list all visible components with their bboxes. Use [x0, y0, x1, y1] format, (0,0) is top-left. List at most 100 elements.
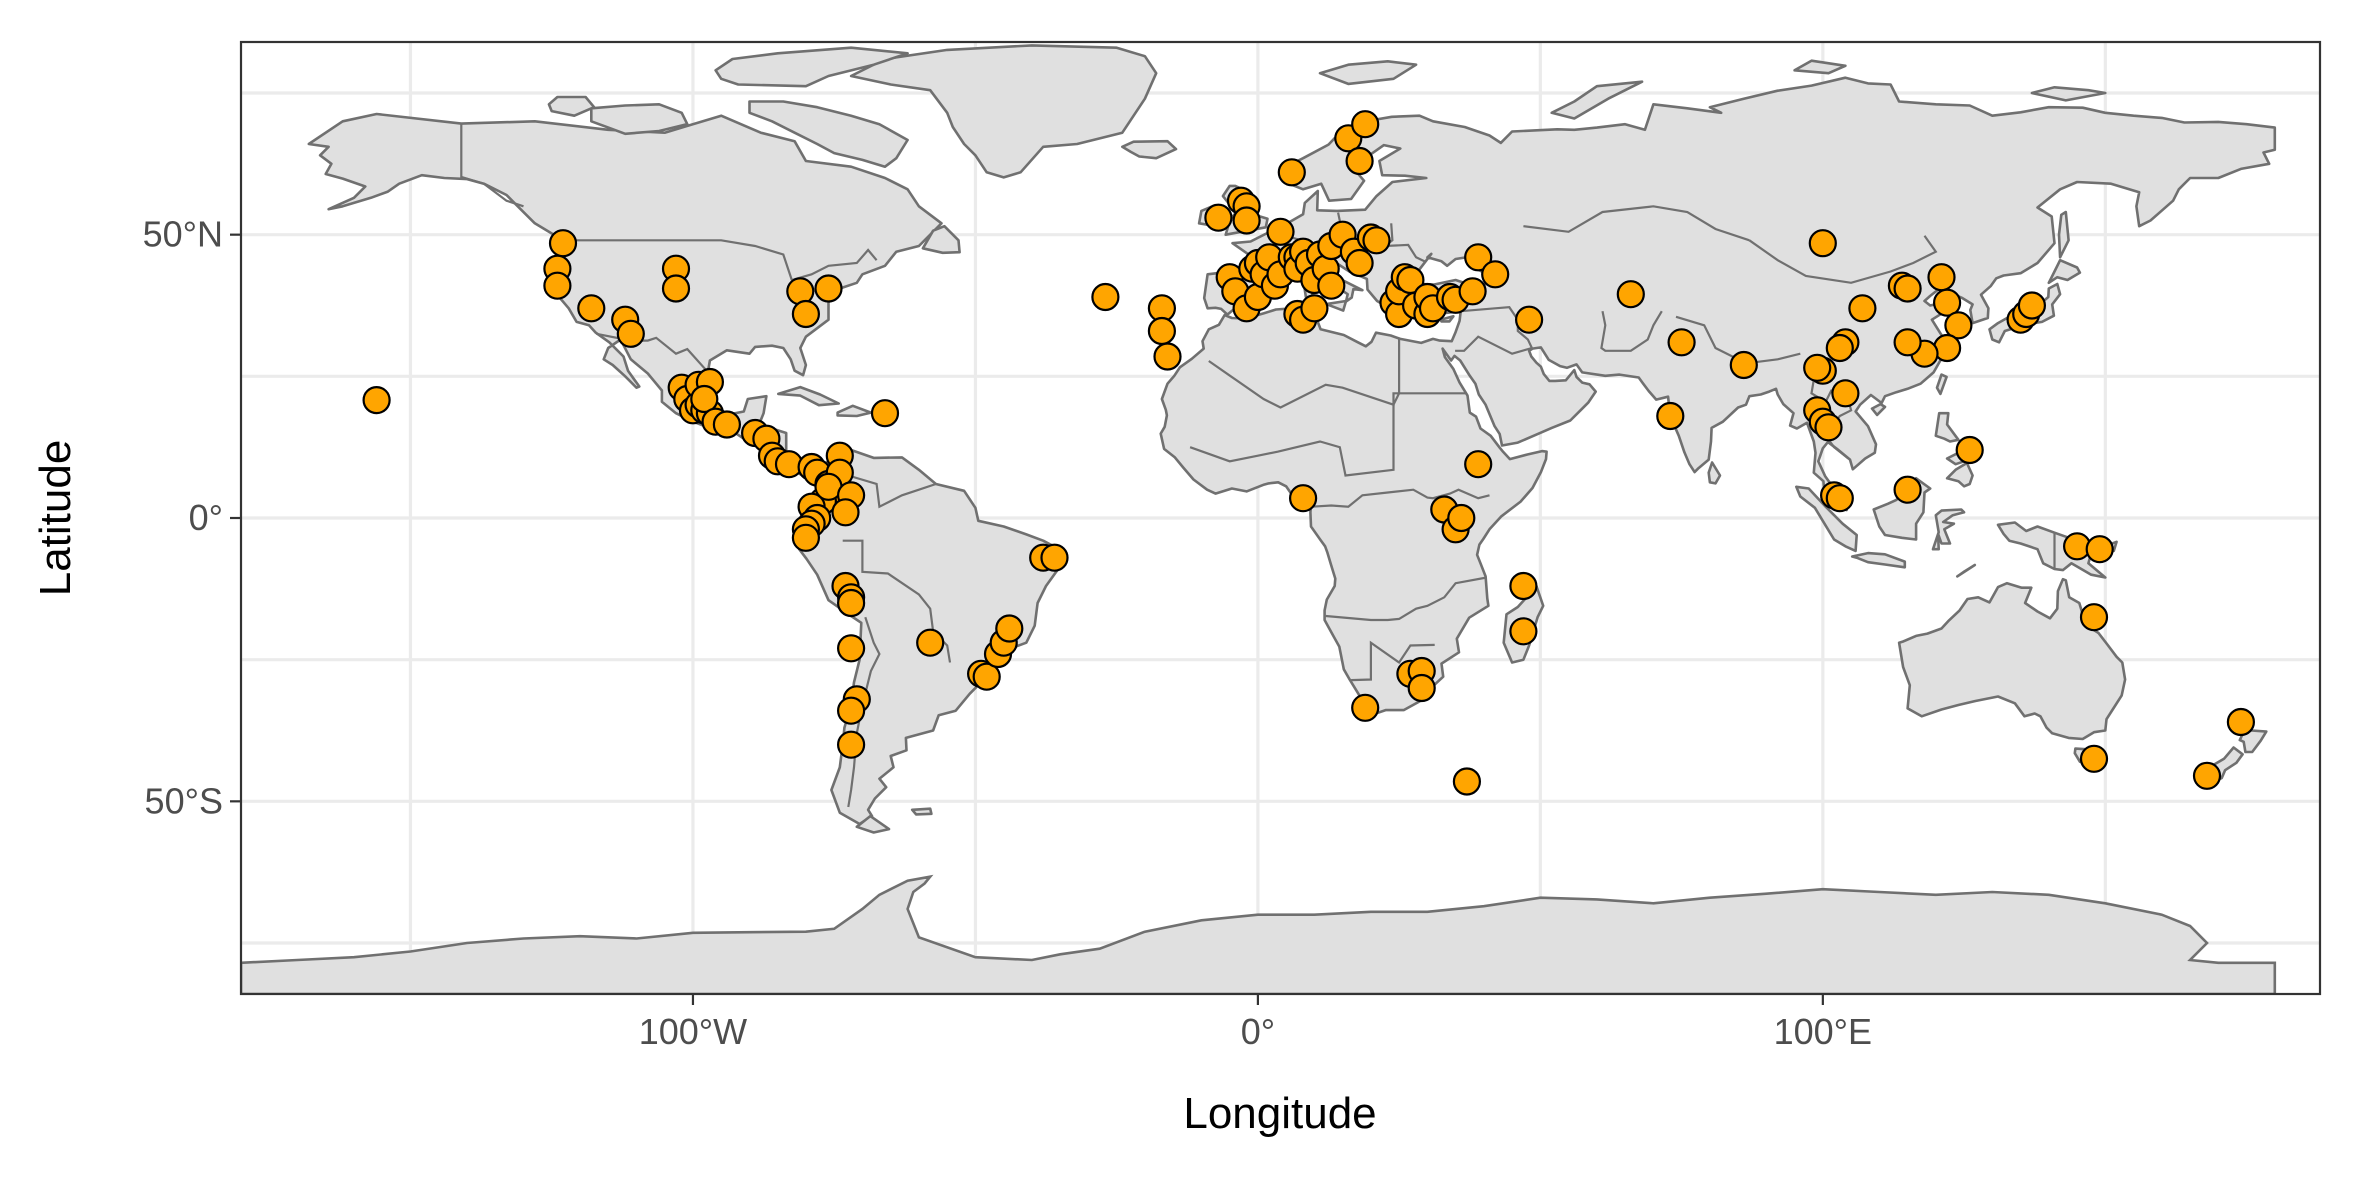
sample-point — [1288, 484, 1318, 513]
sample-point — [1616, 280, 1645, 309]
landmass-sakhalin — [2057, 210, 2070, 259]
sample-point — [1803, 353, 1832, 382]
sample-point — [1514, 305, 1544, 334]
sample-point — [1407, 673, 1436, 703]
landmass-novaya-zemlya — [1550, 80, 1644, 120]
landmass-tierra-del-fuego — [855, 814, 891, 834]
sample-point — [1656, 401, 1685, 431]
sample-point — [1464, 450, 1493, 479]
sample-point — [1300, 294, 1329, 323]
sample-point — [1509, 617, 1538, 646]
sample-point — [1458, 277, 1487, 306]
sample-point — [1345, 146, 1374, 176]
x-axis-title: Longitude — [1183, 1089, 1376, 1138]
border-south-africa — [1351, 640, 1435, 682]
sample-point — [1481, 260, 1510, 289]
sample-point — [1825, 333, 1854, 363]
sample-point — [1893, 328, 1922, 357]
sample-point — [1204, 203, 1233, 232]
sample-point — [1667, 328, 1696, 357]
sample-point — [1040, 543, 1069, 572]
sample-point — [2017, 291, 2047, 320]
sample-point — [548, 229, 578, 258]
y-tick-label: 50°N — [143, 214, 223, 255]
sample-point — [1893, 274, 1922, 303]
sample-point — [1927, 263, 1956, 292]
sample-point — [2192, 761, 2222, 790]
sample-point — [1464, 243, 1493, 272]
y-axis-title: Latitude — [31, 440, 80, 597]
border-middle-east — [1455, 306, 1534, 355]
landmass-iceland — [1121, 139, 1178, 160]
border-us-canada — [563, 239, 878, 282]
landmass-new-guinea — [1996, 521, 2107, 579]
sample-point — [972, 662, 1001, 691]
sample-point — [690, 384, 719, 414]
landmass-svalbard — [1318, 60, 1418, 86]
landmass-java — [1850, 551, 1907, 569]
sample-point — [362, 386, 391, 415]
sample-point — [1147, 316, 1177, 346]
sample-point — [1447, 503, 1476, 533]
landmass-taiwan — [1935, 373, 1948, 396]
sample-point — [1932, 288, 1962, 317]
sample-point — [1893, 475, 1922, 504]
landmass-baffin-island — [748, 100, 909, 168]
landmass-sulawesi — [1931, 508, 1966, 551]
x-tick-label: 100°E — [1774, 1011, 1872, 1052]
sample-point — [543, 271, 572, 300]
sample-point — [2079, 603, 2109, 632]
sample-point — [577, 294, 606, 323]
sample-point — [1362, 226, 1391, 255]
sample-point — [1345, 248, 1374, 278]
landmass-banks-island — [547, 95, 596, 117]
sample-point — [712, 410, 742, 439]
sample-point — [1808, 229, 1837, 258]
sample-point — [1955, 435, 1984, 465]
landmass-luzon — [1934, 411, 1960, 443]
sample-point — [1317, 271, 1346, 300]
y-axis: 50°N 0° 50°S — [143, 214, 241, 821]
landmass-falklands — [910, 807, 933, 816]
landmass-antarctica — [241, 874, 2277, 994]
sample-point — [2085, 535, 2114, 564]
landmass-sicily — [1326, 299, 1348, 312]
sample-point — [2079, 744, 2109, 773]
x-tick-label: 100°W — [639, 1011, 747, 1052]
sample-point — [1266, 217, 1295, 246]
sample-point — [1509, 571, 1538, 601]
border-china-mongolia — [1748, 235, 1938, 284]
border-southern-africa — [1325, 576, 1487, 622]
landmass-ellesmere-island — [714, 46, 909, 88]
landmass-hispaniola — [836, 404, 873, 418]
sample-point — [1729, 350, 1758, 380]
sample-point — [870, 399, 900, 428]
border-iran-afghan — [1600, 310, 1663, 352]
landmass-victoria-island — [590, 103, 689, 136]
sample-point — [836, 588, 866, 618]
sample-point — [995, 614, 1024, 643]
landmass-australia — [1897, 577, 2127, 741]
sample-point — [916, 628, 945, 657]
border-russia-kazakhstan — [1523, 205, 1750, 242]
sample-point — [661, 274, 691, 303]
border-europe-east — [1381, 223, 1427, 263]
sample-point — [814, 274, 843, 303]
sample-point — [791, 523, 821, 552]
landmass-eurasia — [1159, 76, 2277, 717]
sample-point — [616, 319, 645, 348]
landmass-mindanao — [1945, 461, 1974, 488]
sample-point — [1831, 379, 1860, 408]
sample-point — [1351, 693, 1380, 722]
border-alaska-canada — [460, 123, 524, 208]
sample-point — [1153, 342, 1182, 371]
landmass-hokkaido — [2047, 258, 2082, 285]
sample-point — [836, 696, 866, 725]
landmass-severnaya-zemlya — [1793, 59, 1847, 75]
landmass-newfoundland — [921, 224, 961, 255]
landmass-timor — [1956, 563, 1977, 578]
sample-point — [1351, 110, 1380, 139]
sample-point — [1452, 767, 1482, 796]
y-tick-label: 0° — [189, 497, 223, 538]
